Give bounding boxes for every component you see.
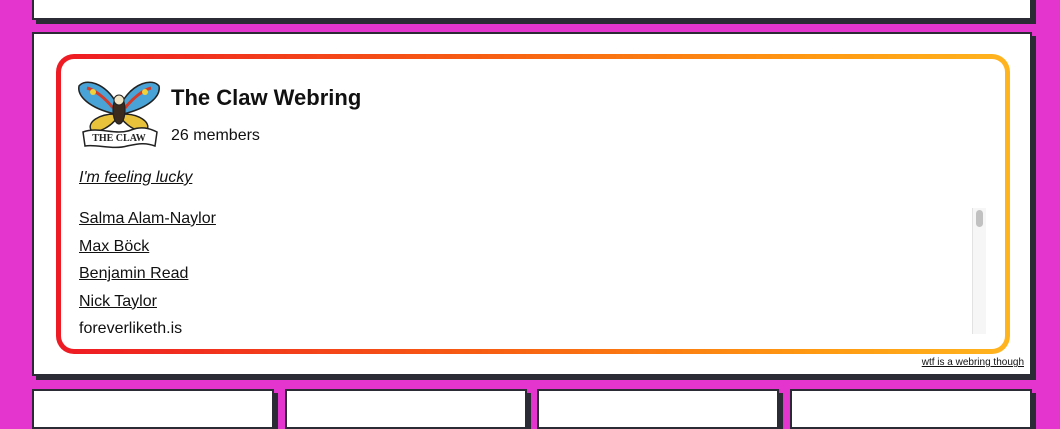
webring-panel: THE CLAW The Claw Webring 26 members I'm… xyxy=(61,59,1005,349)
webring-card: THE CLAW The Claw Webring 26 members I'm… xyxy=(32,32,1032,376)
list-item: Max Böck xyxy=(79,237,987,265)
member-link[interactable]: Nick Taylor xyxy=(79,292,157,310)
members-list: Salma Alam-Naylor Max Böck Benjamin Read… xyxy=(79,209,987,335)
webring-title: The Claw Webring xyxy=(171,85,362,110)
bottom-card xyxy=(537,389,779,429)
logo-banner-text: THE CLAW xyxy=(92,133,146,144)
members-count: 26 members xyxy=(171,127,260,144)
list-item: foreverliketh.is xyxy=(79,319,987,335)
webring-gradient-border: THE CLAW The Claw Webring 26 members I'm… xyxy=(56,54,1010,354)
list-item: Benjamin Read xyxy=(79,264,987,292)
list-item: Salma Alam-Naylor xyxy=(79,209,987,237)
member-link[interactable]: Benjamin Read xyxy=(79,265,189,282)
list-item: Nick Taylor xyxy=(79,292,987,320)
bottom-card xyxy=(285,389,527,429)
member-link[interactable]: foreverliketh.is xyxy=(79,320,183,335)
members-scrollbar[interactable] xyxy=(972,208,986,334)
claw-moth-logo-icon[interactable]: THE CLAW xyxy=(75,74,163,152)
member-link[interactable]: Max Böck xyxy=(79,237,150,255)
previous-card xyxy=(32,0,1032,20)
bottom-card xyxy=(790,389,1032,429)
members-list-scroll[interactable]: Salma Alam-Naylor Max Böck Benjamin Read… xyxy=(79,209,987,335)
webring-explainer-link[interactable]: wtf is a webring though xyxy=(921,357,1024,368)
member-link[interactable]: Salma Alam-Naylor xyxy=(79,210,216,227)
bottom-card xyxy=(32,389,274,429)
scrollbar-thumb[interactable] xyxy=(976,210,983,227)
feeling-lucky-link[interactable]: I'm feeling lucky xyxy=(79,169,193,186)
